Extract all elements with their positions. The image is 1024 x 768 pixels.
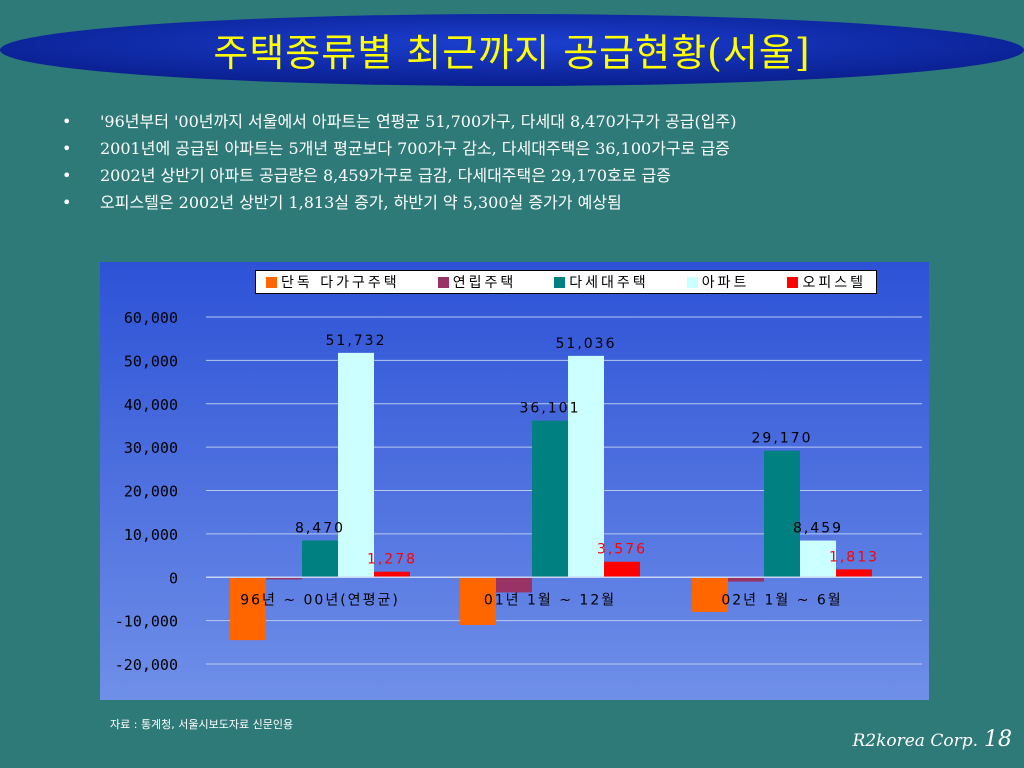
legend-swatch <box>686 276 698 288</box>
bullet-list: • '96년부터 '00년까지 서울에서 아파트는 연평균 51,700가구, 다… <box>62 108 1012 216</box>
bar <box>266 577 302 580</box>
bullet-text: 오피스텔은 2002년 상반기 1,813실 증가, 하반기 약 5,300실 … <box>100 193 622 212</box>
bar <box>728 577 764 582</box>
bullet-glyph: • <box>62 139 72 158</box>
bar <box>568 355 604 578</box>
slide-title: 주택종류별 최근까지 공급현황(서울] <box>213 31 811 75</box>
y-tick-label: 20,000 <box>124 483 178 501</box>
data-label: 36,101 <box>520 401 581 417</box>
bar <box>764 450 800 578</box>
legend-item: 연립주택 <box>437 272 517 292</box>
legend-item: 단독 다가구주택 <box>266 272 400 292</box>
bullet-glyph: • <box>62 166 72 185</box>
bar <box>800 540 836 578</box>
y-tick-label: -20,000 <box>115 656 178 674</box>
bullet-item: • 오피스텔은 2002년 상반기 1,813실 증가, 하반기 약 5,300실… <box>62 189 1012 216</box>
y-tick-label: 0 <box>169 569 178 587</box>
legend-label: 단독 다가구주택 <box>281 275 400 291</box>
data-label: 1,278 <box>367 552 417 568</box>
bullet-item: • '96년부터 '00년까지 서울에서 아파트는 연평균 51,700가구, 다… <box>62 108 1012 135</box>
bar <box>460 577 496 625</box>
legend-swatch <box>787 276 799 288</box>
chart-legend: 단독 다가구주택 연립주택 다세대주택 아파트 오피스텔 <box>255 270 877 294</box>
x-category-label: 96년 ~ 00년(연평균) <box>240 592 400 608</box>
company-name: R2korea Corp. <box>852 731 978 751</box>
legend-item: 오피스텔 <box>787 272 866 292</box>
y-tick-label: 40,000 <box>124 396 178 414</box>
bullet-text: 2002년 상반기 아파트 공급량은 8,459가구로 급감, 다세대주택은 2… <box>100 166 672 185</box>
legend-swatch <box>554 276 566 288</box>
source-note: 자료 : 통계청, 서울시보도자료 신문인용 <box>110 718 294 731</box>
bar <box>374 571 410 578</box>
title-banner <box>0 14 1024 86</box>
bullet-glyph: • <box>62 193 72 212</box>
y-tick-label: 10,000 <box>124 526 178 544</box>
bar <box>604 561 640 578</box>
data-label: 8,470 <box>295 521 345 537</box>
y-tick-label: 30,000 <box>124 439 178 457</box>
data-label: 29,170 <box>752 431 813 447</box>
legend-label: 연립주택 <box>452 275 517 291</box>
data-label: 51,732 <box>326 333 387 349</box>
data-label: 51,036 <box>556 336 617 352</box>
legend-swatch <box>266 276 277 288</box>
data-label: 3,576 <box>597 542 647 558</box>
bullet-glyph: • <box>62 112 72 131</box>
chart-background <box>100 262 929 700</box>
bar <box>532 420 568 578</box>
bar <box>302 540 338 578</box>
bar-chart: 60,000 50,000 40,000 30,000 20,000 10,000 0 -10… <box>100 262 929 700</box>
footer-company: R2korea Corp. 18 <box>852 727 1012 752</box>
bar <box>496 577 532 593</box>
page-number: 18 <box>984 727 1012 752</box>
x-category-label: 02년 1월 ~ 6월 <box>721 592 842 608</box>
y-tick-label: -10,000 <box>115 613 178 631</box>
bar <box>692 577 728 612</box>
legend-label: 오피스텔 <box>802 275 866 291</box>
legend-label: 아파트 <box>701 275 750 291</box>
x-category-label: 01년 1월 ~ 12월 <box>484 592 616 608</box>
bar <box>338 352 374 578</box>
data-label: 1,813 <box>829 549 879 565</box>
y-tick-label: 50,000 <box>124 352 178 370</box>
legend-item: 다세대주택 <box>554 272 648 292</box>
bar <box>836 569 872 578</box>
bullet-text: '96년부터 '00년까지 서울에서 아파트는 연평균 51,700가구, 다세… <box>100 112 737 131</box>
chart-area: 60,000 50,000 40,000 30,000 20,000 10,000 0 -10… <box>100 262 929 700</box>
data-label: 8,459 <box>793 521 843 537</box>
legend-swatch <box>437 276 449 288</box>
bullet-item: • 2001년에 공급된 아파트는 5개년 평균보다 700가구 감소, 다세대주… <box>62 135 1012 162</box>
bullet-item: • 2002년 상반기 아파트 공급량은 8,459가구로 급감, 다세대주택은 … <box>62 162 1012 189</box>
legend-item: 아파트 <box>686 272 750 292</box>
bar <box>230 577 266 641</box>
bullet-text: 2001년에 공급된 아파트는 5개년 평균보다 700가구 감소, 다세대주택… <box>100 139 730 158</box>
y-tick-label: 60,000 <box>124 309 178 327</box>
legend-label: 다세대주택 <box>569 275 649 291</box>
